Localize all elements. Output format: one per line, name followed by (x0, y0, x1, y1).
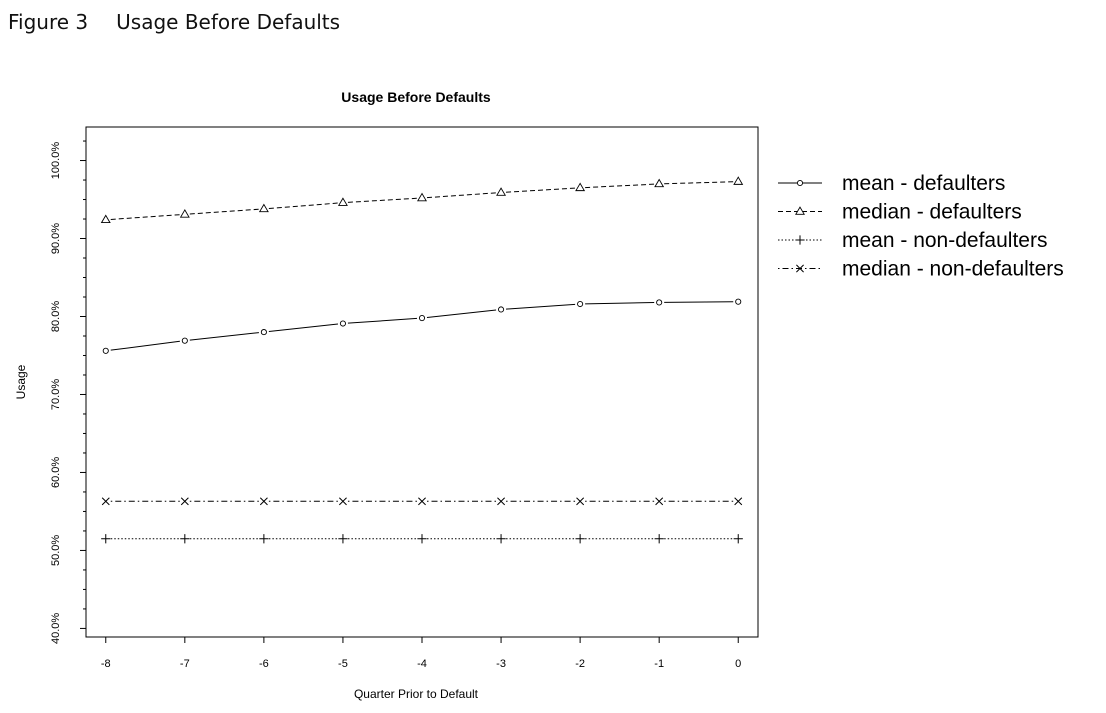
legend-item: mean - non-defaulters (778, 229, 1047, 252)
plot-frame (85, 126, 759, 638)
legend-label: median - defaulters (842, 201, 1022, 224)
data-point (101, 497, 110, 506)
data-point (577, 300, 584, 308)
legend-item: median - non-defaulters (778, 258, 1064, 281)
data-point (575, 182, 586, 192)
series-segment (189, 208, 259, 215)
y-tick-label: 70.0% (50, 379, 62, 410)
x-tick-label: -7 (180, 658, 190, 670)
series-segment (506, 187, 576, 193)
series-layer (100, 176, 744, 544)
series-segment (110, 214, 180, 220)
data-point (180, 497, 189, 506)
figure-label: Figure 3 (8, 10, 89, 34)
data-point (181, 337, 188, 344)
legend-marker (796, 264, 804, 273)
data-point (654, 178, 665, 188)
y-tick-label: 40.0% (50, 613, 62, 644)
series-segment (426, 309, 497, 319)
y-tick-label: 100.0% (50, 142, 62, 180)
legend-label: median - non-defaulters (842, 258, 1064, 281)
legend: mean - defaulters median - defaulters mean… (778, 172, 1064, 281)
figure-caption: Figure 3 Usage Before Defaults (8, 10, 340, 34)
y-tick-label: 50.0% (50, 535, 62, 566)
data-point (498, 306, 505, 313)
x-tick-label: -6 (259, 658, 269, 670)
x-tick-label: -3 (496, 658, 506, 670)
x-axis: -8 -7 -6 -5 -4 -3 -2 -1 0 (101, 637, 741, 670)
data-point (260, 329, 267, 336)
data-point (180, 534, 190, 544)
data-point (496, 187, 507, 196)
x-axis-label: Quarter Prior to Default (354, 687, 479, 701)
series-segment (347, 317, 418, 324)
legend-item: mean - defaulters (778, 172, 1005, 195)
data-point (417, 534, 427, 544)
chart-title: Usage Before Defaults (341, 89, 491, 105)
y-tick-label: 80.0% (50, 301, 62, 332)
y-tick-label: 60.0% (50, 457, 62, 488)
x-tick-label: -1 (654, 658, 664, 670)
series-segment (189, 332, 259, 341)
series-3 (101, 534, 743, 544)
data-point (733, 176, 744, 185)
series-segment (426, 192, 497, 199)
data-point (654, 534, 664, 544)
data-point (101, 534, 111, 544)
series-2 (100, 176, 744, 224)
data-point (418, 315, 426, 322)
data-point (338, 534, 348, 544)
x-tick-label: -5 (338, 658, 348, 670)
data-point (258, 203, 269, 213)
legend-item: median - defaulters (778, 201, 1022, 224)
series-segment (268, 323, 339, 333)
series-segment (506, 303, 576, 310)
data-point (100, 214, 111, 224)
series-4 (101, 497, 743, 506)
y-axis: 40.0% 50.0% 60.0% 70.0% 80.0% 90.0% 100.0% (50, 140, 86, 644)
series-segment (585, 183, 655, 189)
series-segment (664, 301, 734, 303)
y-tick-label: 90.0% (50, 223, 62, 254)
legend-label: mean - defaulters (842, 172, 1005, 195)
data-point (102, 347, 109, 354)
legend-marker (795, 235, 805, 245)
data-point (418, 497, 426, 506)
data-point (576, 497, 585, 506)
series-segment (347, 197, 418, 203)
data-point (655, 497, 664, 506)
data-point (735, 298, 742, 305)
legend-marker (795, 206, 805, 215)
data-point (496, 534, 506, 544)
data-point (656, 299, 663, 306)
x-tick-label: -2 (575, 658, 585, 670)
data-point (339, 320, 346, 327)
data-point (259, 497, 268, 506)
x-tick-label: -8 (101, 658, 111, 670)
series-segment (664, 181, 734, 185)
y-axis-label: Usage (14, 364, 28, 399)
data-point (179, 209, 190, 218)
data-point (575, 534, 585, 544)
data-point (338, 497, 347, 506)
x-tick-label: -4 (417, 658, 427, 670)
figure-title: Usage Before Defaults (116, 10, 341, 34)
data-point (259, 534, 269, 544)
series-segment (110, 340, 180, 351)
legend-label: mean - non-defaulters (842, 229, 1047, 252)
data-point (337, 197, 348, 206)
series-segment (268, 202, 338, 209)
legend-marker (796, 179, 804, 187)
series-segment (585, 302, 655, 305)
data-point (733, 534, 743, 544)
data-point (497, 497, 506, 506)
data-point (417, 192, 427, 202)
data-point (734, 497, 743, 506)
series-1 (102, 298, 742, 354)
x-tick-label: 0 (735, 658, 741, 670)
